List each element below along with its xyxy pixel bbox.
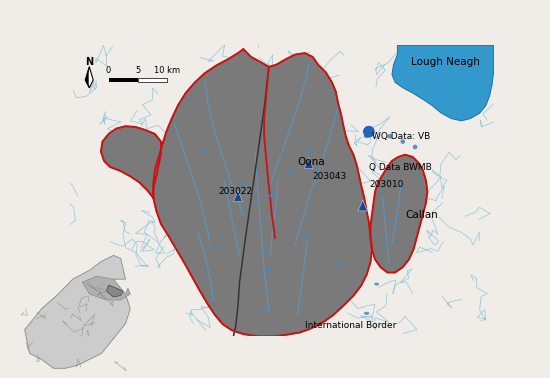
Bar [138, 78, 167, 82]
Polygon shape [233, 191, 243, 202]
Ellipse shape [260, 307, 265, 310]
Polygon shape [371, 155, 427, 273]
Circle shape [412, 145, 417, 149]
Circle shape [387, 134, 392, 138]
Polygon shape [304, 158, 314, 169]
Polygon shape [358, 200, 367, 211]
Text: 5: 5 [135, 67, 140, 75]
Text: 203010: 203010 [369, 180, 403, 189]
Ellipse shape [364, 312, 369, 315]
Ellipse shape [364, 134, 370, 138]
Polygon shape [106, 285, 123, 297]
Circle shape [364, 126, 374, 137]
Text: 203022: 203022 [218, 186, 252, 195]
Text: Callan: Callan [405, 210, 438, 220]
Ellipse shape [338, 263, 344, 267]
Ellipse shape [287, 171, 292, 174]
Polygon shape [86, 67, 89, 88]
Ellipse shape [215, 246, 221, 249]
Polygon shape [89, 67, 93, 88]
Polygon shape [82, 276, 130, 300]
Ellipse shape [382, 246, 387, 249]
Ellipse shape [306, 150, 311, 153]
Text: 203043: 203043 [312, 172, 347, 181]
Text: Lough Neagh: Lough Neagh [411, 57, 480, 67]
Text: N: N [85, 57, 94, 67]
Ellipse shape [266, 268, 272, 272]
Text: 10 km: 10 km [154, 67, 180, 75]
Text: WQ Data: VB: WQ Data: VB [372, 132, 430, 141]
Circle shape [400, 139, 405, 144]
Polygon shape [153, 49, 372, 336]
Ellipse shape [269, 194, 274, 197]
Text: 0: 0 [106, 67, 111, 75]
Polygon shape [392, 45, 494, 121]
Ellipse shape [202, 150, 207, 153]
Polygon shape [101, 126, 161, 198]
Ellipse shape [241, 184, 246, 187]
Text: Oona: Oona [297, 157, 325, 167]
Text: International Border: International Border [305, 321, 397, 330]
Bar [109, 78, 138, 82]
Ellipse shape [389, 221, 395, 224]
Ellipse shape [374, 282, 379, 286]
Polygon shape [25, 256, 130, 368]
Text: Q Data BWMB: Q Data BWMB [369, 163, 432, 172]
Ellipse shape [301, 234, 309, 238]
